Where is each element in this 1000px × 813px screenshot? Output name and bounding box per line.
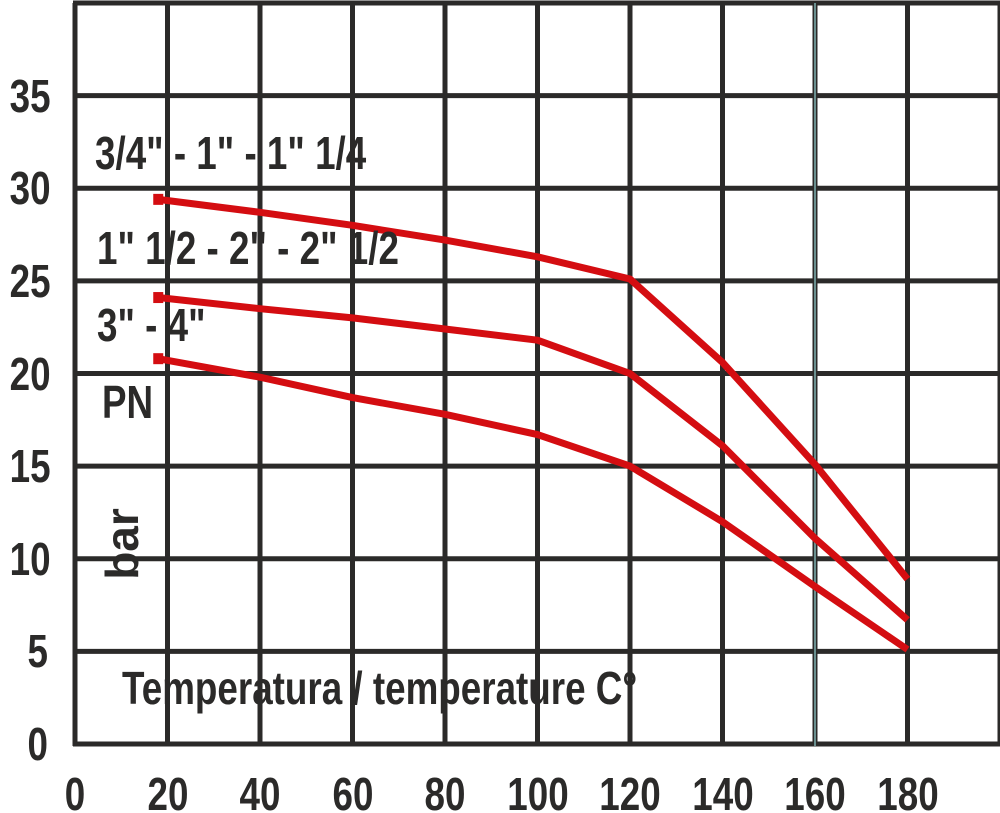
y-axis-unit-bar: bar xyxy=(96,508,148,580)
series-curve xyxy=(157,355,910,653)
x-tick-label-20: 20 xyxy=(147,768,188,813)
x-tick-label-180: 180 xyxy=(876,768,939,813)
series-label-medium-sizes: 1" 1/2 - 2" - 2" 1/2 xyxy=(97,222,399,274)
y-tick-label-5: 5 xyxy=(27,625,48,678)
series-start-marker xyxy=(153,353,164,365)
y-tick-label-10: 10 xyxy=(9,532,51,585)
y-tick-label-35: 35 xyxy=(9,69,51,122)
y-tick-label-30: 30 xyxy=(9,162,51,215)
x-tick-label-100: 100 xyxy=(506,768,569,813)
series-label-large-sizes: 3" - 4" xyxy=(97,299,206,351)
y-tick-label-25: 25 xyxy=(9,254,51,307)
x-tick-label-0: 0 xyxy=(64,768,86,813)
series-curve xyxy=(157,195,911,582)
y-tick-label-0: 0 xyxy=(27,718,48,770)
y-axis-unit-wrap: bar xyxy=(90,498,154,590)
series-curve xyxy=(157,294,910,623)
x-axis-label-temperature: Temperatura / temperature C° xyxy=(122,662,638,714)
x-tick-label-80: 80 xyxy=(424,768,466,813)
x-tick-label-120: 120 xyxy=(599,768,661,813)
x-tick-label-160: 160 xyxy=(784,768,846,813)
y-axis-label-pn: PN xyxy=(102,376,154,428)
series-start-marker xyxy=(153,193,164,205)
x-tick-label-60: 60 xyxy=(332,768,373,813)
y-tick-label-20: 20 xyxy=(9,347,51,400)
series-label-small-sizes: 3/4" - 1" - 1" 1/4 xyxy=(95,127,367,179)
x-tick-label-140: 140 xyxy=(691,768,754,813)
y-tick-label-15: 15 xyxy=(9,440,51,493)
series-start-marker xyxy=(153,292,164,304)
x-tick-label-40: 40 xyxy=(239,768,281,813)
